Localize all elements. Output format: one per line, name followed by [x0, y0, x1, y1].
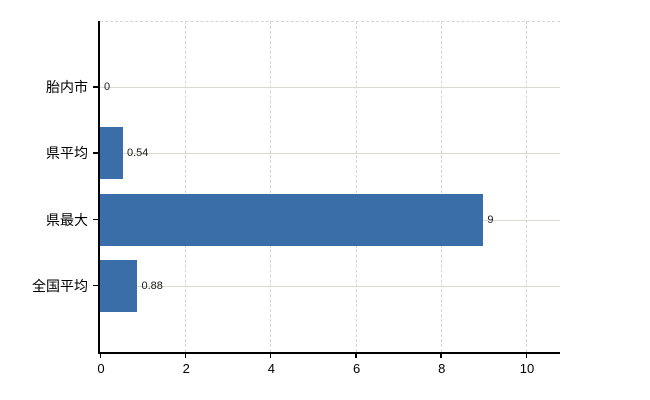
value-label: 0.88 — [141, 279, 163, 292]
y-axis-tick — [93, 86, 99, 88]
plot-top-border — [100, 21, 560, 22]
y-gridline — [100, 153, 560, 155]
x-axis-tick-label: 6 — [352, 361, 361, 376]
x-gridline — [185, 21, 187, 352]
bar — [100, 127, 123, 180]
y-axis-tick — [93, 284, 99, 287]
x-axis-tick — [355, 352, 357, 358]
value-label: 9 — [487, 213, 494, 226]
x-gridline — [526, 21, 527, 352]
category-label: 県平均 — [46, 145, 88, 162]
x-axis-tick — [269, 352, 272, 358]
x-axis-tick — [525, 352, 527, 358]
value-label: 0.54 — [127, 147, 149, 160]
x-gridline — [355, 21, 357, 352]
x-axis-tick-label: 2 — [182, 361, 190, 376]
category-label: 全国平均 — [32, 277, 88, 294]
y-axis-tick — [93, 218, 99, 221]
x-axis-tick-label: 0 — [97, 361, 105, 376]
y-gridline — [100, 87, 560, 89]
bar — [100, 259, 138, 312]
x-axis-tick-label: 10 — [519, 361, 535, 376]
x-axis-tick — [99, 352, 101, 358]
category-label: 胎内市 — [46, 79, 88, 96]
x-axis-tick — [184, 352, 187, 358]
x-axis-tick-label: 4 — [267, 361, 276, 376]
x-gridline — [440, 21, 442, 352]
x-axis-tick — [440, 352, 442, 358]
y-axis-tick — [93, 152, 99, 154]
x-axis-tick-label: 8 — [438, 361, 446, 376]
y-axis-line — [98, 21, 100, 352]
category-label: 県最大 — [46, 211, 88, 228]
plot-area: 0 0.54 9 0.88 — [100, 21, 560, 352]
x-gridline — [270, 21, 272, 352]
y-gridline — [100, 285, 560, 287]
value-label: 0 — [104, 81, 111, 94]
bar — [100, 193, 484, 246]
x-axis-line — [98, 352, 560, 354]
